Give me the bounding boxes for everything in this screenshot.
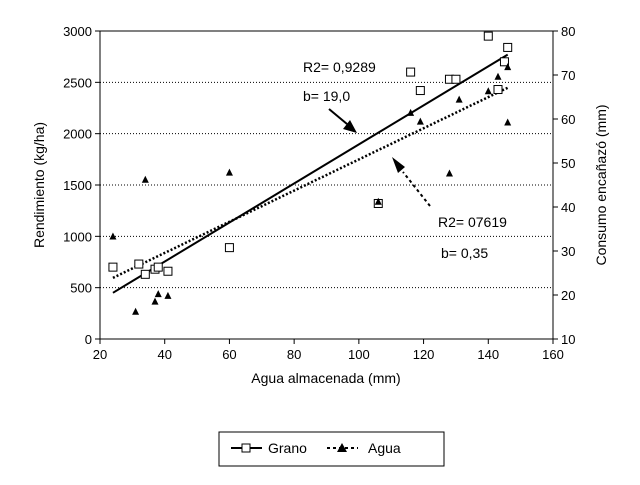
y2-tick-label: 20 (561, 288, 575, 303)
point-grano (499, 57, 509, 67)
annotation-agua-b: b= 0,35 (441, 245, 488, 261)
annotation-arrowhead-agua (392, 157, 405, 173)
annotation-agua-r2: R2= 07619 (438, 214, 507, 230)
annotation-arrow-agua (402, 171, 431, 207)
point-agua (455, 95, 463, 103)
point-agua (374, 197, 382, 205)
y-tick-label: 0 (85, 332, 92, 347)
x-tick-label: 120 (413, 347, 435, 362)
point-grano (108, 262, 118, 272)
point-agua (445, 169, 453, 177)
y2-tick-label: 60 (561, 112, 575, 127)
y-tick-label: 3000 (63, 24, 92, 39)
point-agua (504, 118, 512, 126)
y-tick-label: 2000 (63, 127, 92, 142)
point-agua (494, 72, 502, 80)
y-tick-label: 2500 (63, 75, 92, 90)
x-tick-label: 80 (287, 347, 301, 362)
annotation-grano-b: b= 19,0 (303, 88, 350, 104)
axis-ticks: 0 500 1000 1500 2000 2500 3000 10 20 30 40 50 60 70 80… (63, 24, 575, 362)
point-grano (493, 85, 503, 95)
x-tick-label: 160 (542, 347, 564, 362)
trendline-grano (112, 53, 509, 294)
point-grano (140, 269, 150, 279)
point-agua (484, 87, 492, 95)
point-agua (416, 117, 424, 125)
legend-grano-label: Grano (268, 440, 307, 456)
y2-tick-label: 70 (561, 68, 575, 83)
point-grano (134, 259, 144, 269)
gridlines (100, 81, 553, 289)
legend: Grano Agua (218, 431, 445, 467)
point-grano (415, 86, 425, 96)
point-agua (154, 290, 162, 298)
y2-tick-label: 10 (561, 332, 575, 347)
y2-tick-label: 50 (561, 156, 575, 171)
y-tick-label: 1000 (63, 229, 92, 244)
y2-tick-label: 80 (561, 24, 575, 39)
point-grano (503, 42, 513, 52)
point-agua (151, 297, 159, 305)
x-tick-label: 100 (348, 347, 370, 362)
point-grano (224, 243, 234, 253)
x-tick-label: 40 (157, 347, 171, 362)
point-grano (153, 262, 163, 272)
data-points (108, 31, 513, 315)
point-agua (132, 307, 140, 315)
y-axis-title: Rendimiento (kg/ha) (31, 122, 47, 248)
x-tick-label: 140 (477, 347, 499, 362)
legend-agua-marker (337, 443, 347, 452)
point-grano (406, 67, 416, 77)
point-grano (163, 266, 173, 276)
point-agua (504, 63, 512, 71)
y-tick-label: 500 (70, 281, 92, 296)
y2-axis-title: Consumo encañazó (mm) (593, 104, 609, 265)
annotation-arrow-grano (328, 108, 348, 125)
point-agua (407, 108, 415, 116)
annotation-arrowhead-grano (343, 120, 357, 133)
point-agua (164, 291, 172, 299)
point-grano (451, 74, 461, 84)
legend-agua-label: Agua (368, 440, 401, 456)
annotation-grano-r2: R2= 0,9289 (303, 59, 376, 75)
x-tick-label: 20 (93, 347, 107, 362)
x-axis-title: Agua almacenada (mm) (251, 370, 400, 386)
point-agua (225, 168, 233, 176)
y2-tick-label: 30 (561, 244, 575, 259)
legend-grano-marker (241, 443, 251, 453)
point-agua (141, 175, 149, 183)
trendline-agua (112, 86, 509, 279)
point-grano (483, 31, 493, 41)
x-tick-label: 60 (222, 347, 236, 362)
y-tick-label: 1500 (63, 178, 92, 193)
trend-lines (112, 53, 509, 294)
y2-tick-label: 40 (561, 200, 575, 215)
point-agua (109, 232, 117, 240)
